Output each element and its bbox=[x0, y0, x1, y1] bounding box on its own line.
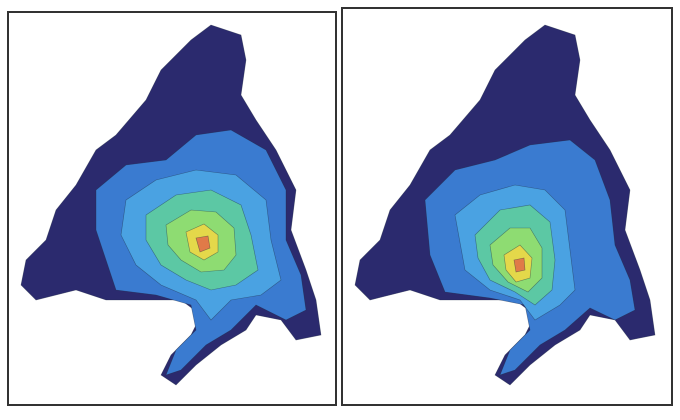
region-map bbox=[354, 24, 656, 386]
zone-level-7 bbox=[513, 257, 526, 273]
region-map bbox=[20, 24, 322, 386]
map-panel-right bbox=[341, 7, 673, 406]
map-panel-left bbox=[7, 11, 337, 406]
zone-level-7 bbox=[195, 235, 211, 253]
